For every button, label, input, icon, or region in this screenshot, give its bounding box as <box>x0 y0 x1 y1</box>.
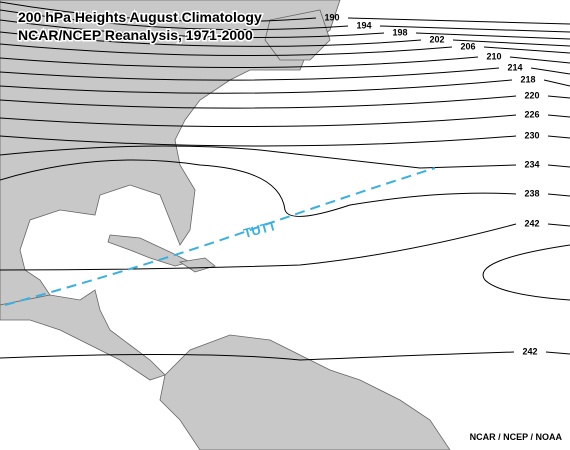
contour-line <box>482 244 570 301</box>
contour-label: 238 <box>524 188 539 198</box>
contour-line <box>547 114 570 118</box>
contour-line <box>0 159 517 217</box>
contour-line <box>547 193 570 197</box>
contour-line <box>0 114 517 128</box>
contours: 190 194 198 202 206 210 214 218 220 226 230 234 238 2… <box>0 1 570 361</box>
contour-line <box>0 145 517 169</box>
contour-label: 218 <box>520 74 535 84</box>
contour-line <box>0 1 317 23</box>
contour-line <box>0 19 385 39</box>
contour-line <box>545 351 570 355</box>
cuba <box>107 234 192 267</box>
subtitle: NCAR/NCEP Reanalysis, 1971-2000 <box>18 27 253 43</box>
contour-line <box>347 17 570 25</box>
contour-label: 206 <box>460 41 475 51</box>
contour-label: 226 <box>524 109 539 119</box>
contour-label: 220 <box>524 90 539 100</box>
contour-label: 198 <box>392 27 407 37</box>
credit: NCAR / NCEP / NOAA <box>470 432 563 442</box>
contour-line <box>415 32 570 40</box>
south-america <box>159 334 451 450</box>
contour-line <box>452 39 570 47</box>
land <box>0 0 451 450</box>
contour-line <box>547 223 570 227</box>
contour-line <box>379 25 570 33</box>
north-america <box>0 0 341 306</box>
contour-label: 194 <box>356 20 371 30</box>
central-america <box>0 289 166 381</box>
contour-line <box>0 135 517 147</box>
contour-line <box>0 31 422 47</box>
contour-label: 242 <box>524 218 539 228</box>
contour-line <box>509 56 570 64</box>
contour-line <box>0 9 349 31</box>
nova-scotia <box>264 9 331 61</box>
contour-line <box>0 56 479 68</box>
contour-line <box>547 95 570 99</box>
contour-line <box>0 67 500 81</box>
contour-line <box>483 46 570 54</box>
contour-line <box>0 223 517 271</box>
contour-label: 242 <box>522 346 537 356</box>
contour-line <box>543 79 570 87</box>
contour-line <box>0 43 453 57</box>
tutt-label: TUTT <box>242 218 278 241</box>
contour-label: 230 <box>524 130 539 140</box>
contour-label: 202 <box>429 34 444 44</box>
hispaniola <box>178 257 216 273</box>
contour-line <box>0 79 513 94</box>
contour-label: 210 <box>486 51 501 61</box>
contour-label: 234 <box>524 159 539 169</box>
contour-line <box>0 351 515 361</box>
contour-label: 214 <box>507 62 522 72</box>
contour-line <box>547 135 570 139</box>
title: 200 hPa Heights August Climatology <box>18 9 262 25</box>
contour-line <box>530 67 570 75</box>
tutt-axis <box>4 167 436 306</box>
contour-line <box>0 95 517 109</box>
contour-label: 190 <box>324 12 339 22</box>
contour-line <box>547 164 570 168</box>
